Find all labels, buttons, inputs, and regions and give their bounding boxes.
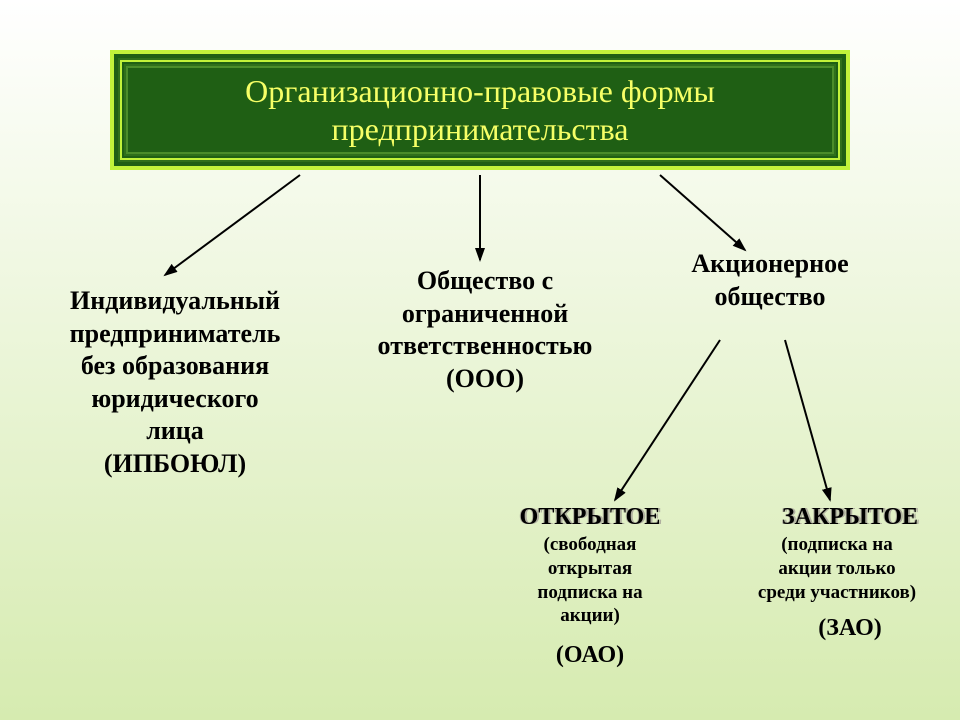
- arrow: [785, 340, 830, 500]
- diagram-label: Индивидуальный предприниматель без образ…: [30, 285, 320, 480]
- diagram-label: ЗАКРЫТОЕ: [750, 502, 950, 532]
- diagram-label: ОТКРЫТОЕ: [490, 502, 690, 532]
- diagram-label: (ОАО): [490, 640, 690, 670]
- arrow: [615, 340, 720, 500]
- diagram-label: (подписка на акции только среди участник…: [722, 533, 952, 604]
- arrow: [660, 175, 745, 250]
- diagram-label: (свободная открытая подписка на акции): [490, 533, 690, 628]
- title-text: Организационно-правовые формы предприним…: [245, 72, 715, 149]
- arrow: [165, 175, 300, 275]
- diagram-label: Акционерное общество: [640, 248, 900, 313]
- diagram-canvas: Организационно-правовые формы предприним…: [0, 0, 960, 720]
- title-box: Организационно-правовые формы предприним…: [110, 50, 850, 170]
- diagram-label: (ЗАО): [750, 613, 950, 643]
- diagram-label: Общество с ограниченной ответственностью…: [340, 265, 630, 395]
